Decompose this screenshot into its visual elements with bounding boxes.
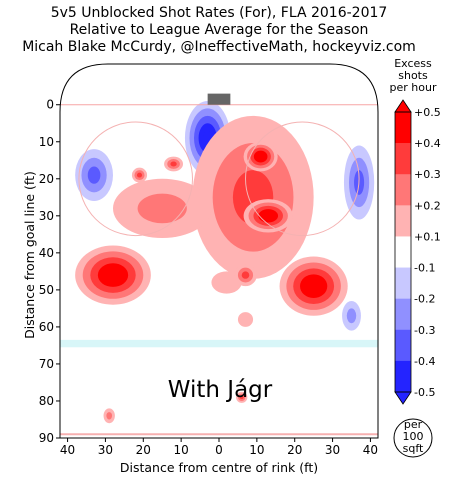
y-axis: 0 10 20 30 40 50 60 70 80 90 [39, 98, 60, 445]
colorbar-band [395, 143, 411, 175]
colorbar-label: -0.2 [414, 293, 435, 306]
heat-contour [263, 212, 274, 220]
colorbar-band [395, 267, 411, 299]
colorbar-label: -0.3 [414, 324, 435, 337]
y-tick-label: 40 [39, 246, 54, 260]
goal-net [207, 93, 231, 105]
colorbar-label: +0.3 [414, 168, 441, 181]
heat-blob [237, 312, 254, 327]
colorbar-label: -0.1 [414, 262, 435, 275]
area-badge-line-1: per [404, 418, 423, 431]
heat-blob [164, 156, 184, 172]
heat-contour [87, 166, 101, 184]
heat-contour [136, 172, 143, 178]
colorbar-label: +0.2 [414, 199, 441, 212]
chart-title-line-3: Micah Blake McCurdy, @IneffectiveMath, h… [22, 39, 416, 55]
heat-contour [306, 280, 321, 293]
heat-contour [257, 153, 265, 160]
colorbar-band [395, 205, 411, 237]
heat-contour [137, 193, 187, 224]
colorbar-band [395, 236, 411, 268]
heat-contour [105, 269, 121, 281]
colorbar-label: +0.5 [414, 106, 441, 119]
colorbar-label: -0.4 [414, 355, 435, 368]
colorbar-title-line-2: shots [398, 69, 428, 82]
heat-contour [170, 161, 177, 167]
y-tick-label: 70 [39, 357, 54, 371]
heat-blob [75, 245, 151, 305]
colorbar-frame [394, 111, 412, 393]
x-tick-label: 0 [215, 443, 223, 457]
colorbar-band [395, 174, 411, 206]
chart-title-line-1: 5v5 Unblocked Shot Rates (For), FLA 2016… [51, 5, 388, 21]
y-tick-label: 20 [39, 172, 54, 186]
heat-blob [112, 178, 212, 239]
x-tick-label: 40 [60, 443, 75, 457]
area-badge-line-3: sqft [403, 442, 424, 455]
colorbar-band [395, 298, 411, 331]
x-tick-label: 10 [249, 443, 264, 457]
heat-contour [346, 308, 357, 324]
x-tick-label: 20 [287, 443, 302, 457]
blue-line [60, 339, 378, 348]
y-tick-label: 10 [39, 135, 54, 149]
heatmap-layer [75, 101, 375, 424]
heat-contour [241, 271, 250, 279]
heat-blob [279, 256, 348, 316]
colorbar-title-line-1: Excess [394, 57, 432, 70]
colorbar-label: -0.5 [414, 386, 435, 399]
area-badge-circle [393, 418, 433, 458]
x-tick-label: 10 [174, 443, 189, 457]
y-tick-label: 50 [39, 283, 54, 297]
heat-contour [239, 395, 244, 400]
colorbar-band [395, 360, 411, 393]
colorbar-band [395, 112, 411, 144]
faceoff-circle-left [78, 121, 193, 237]
colorbar-bottom-arrow [394, 391, 412, 405]
colorbar-title-line-3: per hour [390, 81, 437, 94]
area-badge: per 100 sqft [393, 418, 433, 458]
colorbar-label: +0.1 [414, 230, 441, 243]
colorbar-band [395, 329, 411, 362]
x-tick-label: 30 [98, 443, 113, 457]
y-tick-label: 60 [39, 320, 54, 334]
area-badge-line-2: 100 [403, 430, 424, 443]
x-tick-label: 30 [325, 443, 340, 457]
heat-blob [243, 199, 293, 233]
y-tick-label: 30 [39, 209, 54, 223]
x-tick-label: 40 [363, 443, 378, 457]
rink-markings [60, 93, 378, 436]
y-tick-label: 80 [39, 394, 54, 408]
faceoff-circle-right [245, 121, 360, 237]
heat-contour [237, 312, 254, 327]
heat-blob [211, 271, 242, 294]
heat-blob [192, 115, 314, 279]
heat-blob [75, 149, 113, 202]
heat-blob [103, 408, 115, 424]
y-tick-label: 0 [46, 98, 54, 112]
x-axis-label: Distance from centre of rink (ft) [120, 460, 318, 475]
rink-border [59, 63, 379, 439]
heat-blob [234, 263, 257, 287]
heat-contour [106, 412, 113, 420]
chart-title-line-2: Relative to League Average for the Seaso… [70, 22, 369, 38]
heat-blob [236, 391, 248, 403]
heat-contour [211, 271, 242, 294]
heat-blob [243, 141, 278, 172]
y-tick-label: 90 [39, 431, 54, 445]
colorbar-top-arrow [394, 99, 412, 113]
heat-blob [131, 167, 148, 183]
x-tick-label: 20 [136, 443, 151, 457]
player-annotation: With Jágr [168, 377, 273, 403]
colorbar: Excess shots per hour +0.5 +0.4 +0.3 +0.2 +0… [390, 57, 441, 405]
colorbar-label: +0.4 [414, 137, 441, 150]
y-axis-label: Distance from goal line (ft) [22, 171, 37, 339]
x-axis: 40 30 20 10 0 10 20 30 40 [60, 438, 378, 457]
heat-blob [342, 300, 361, 331]
rink-area [59, 63, 379, 439]
